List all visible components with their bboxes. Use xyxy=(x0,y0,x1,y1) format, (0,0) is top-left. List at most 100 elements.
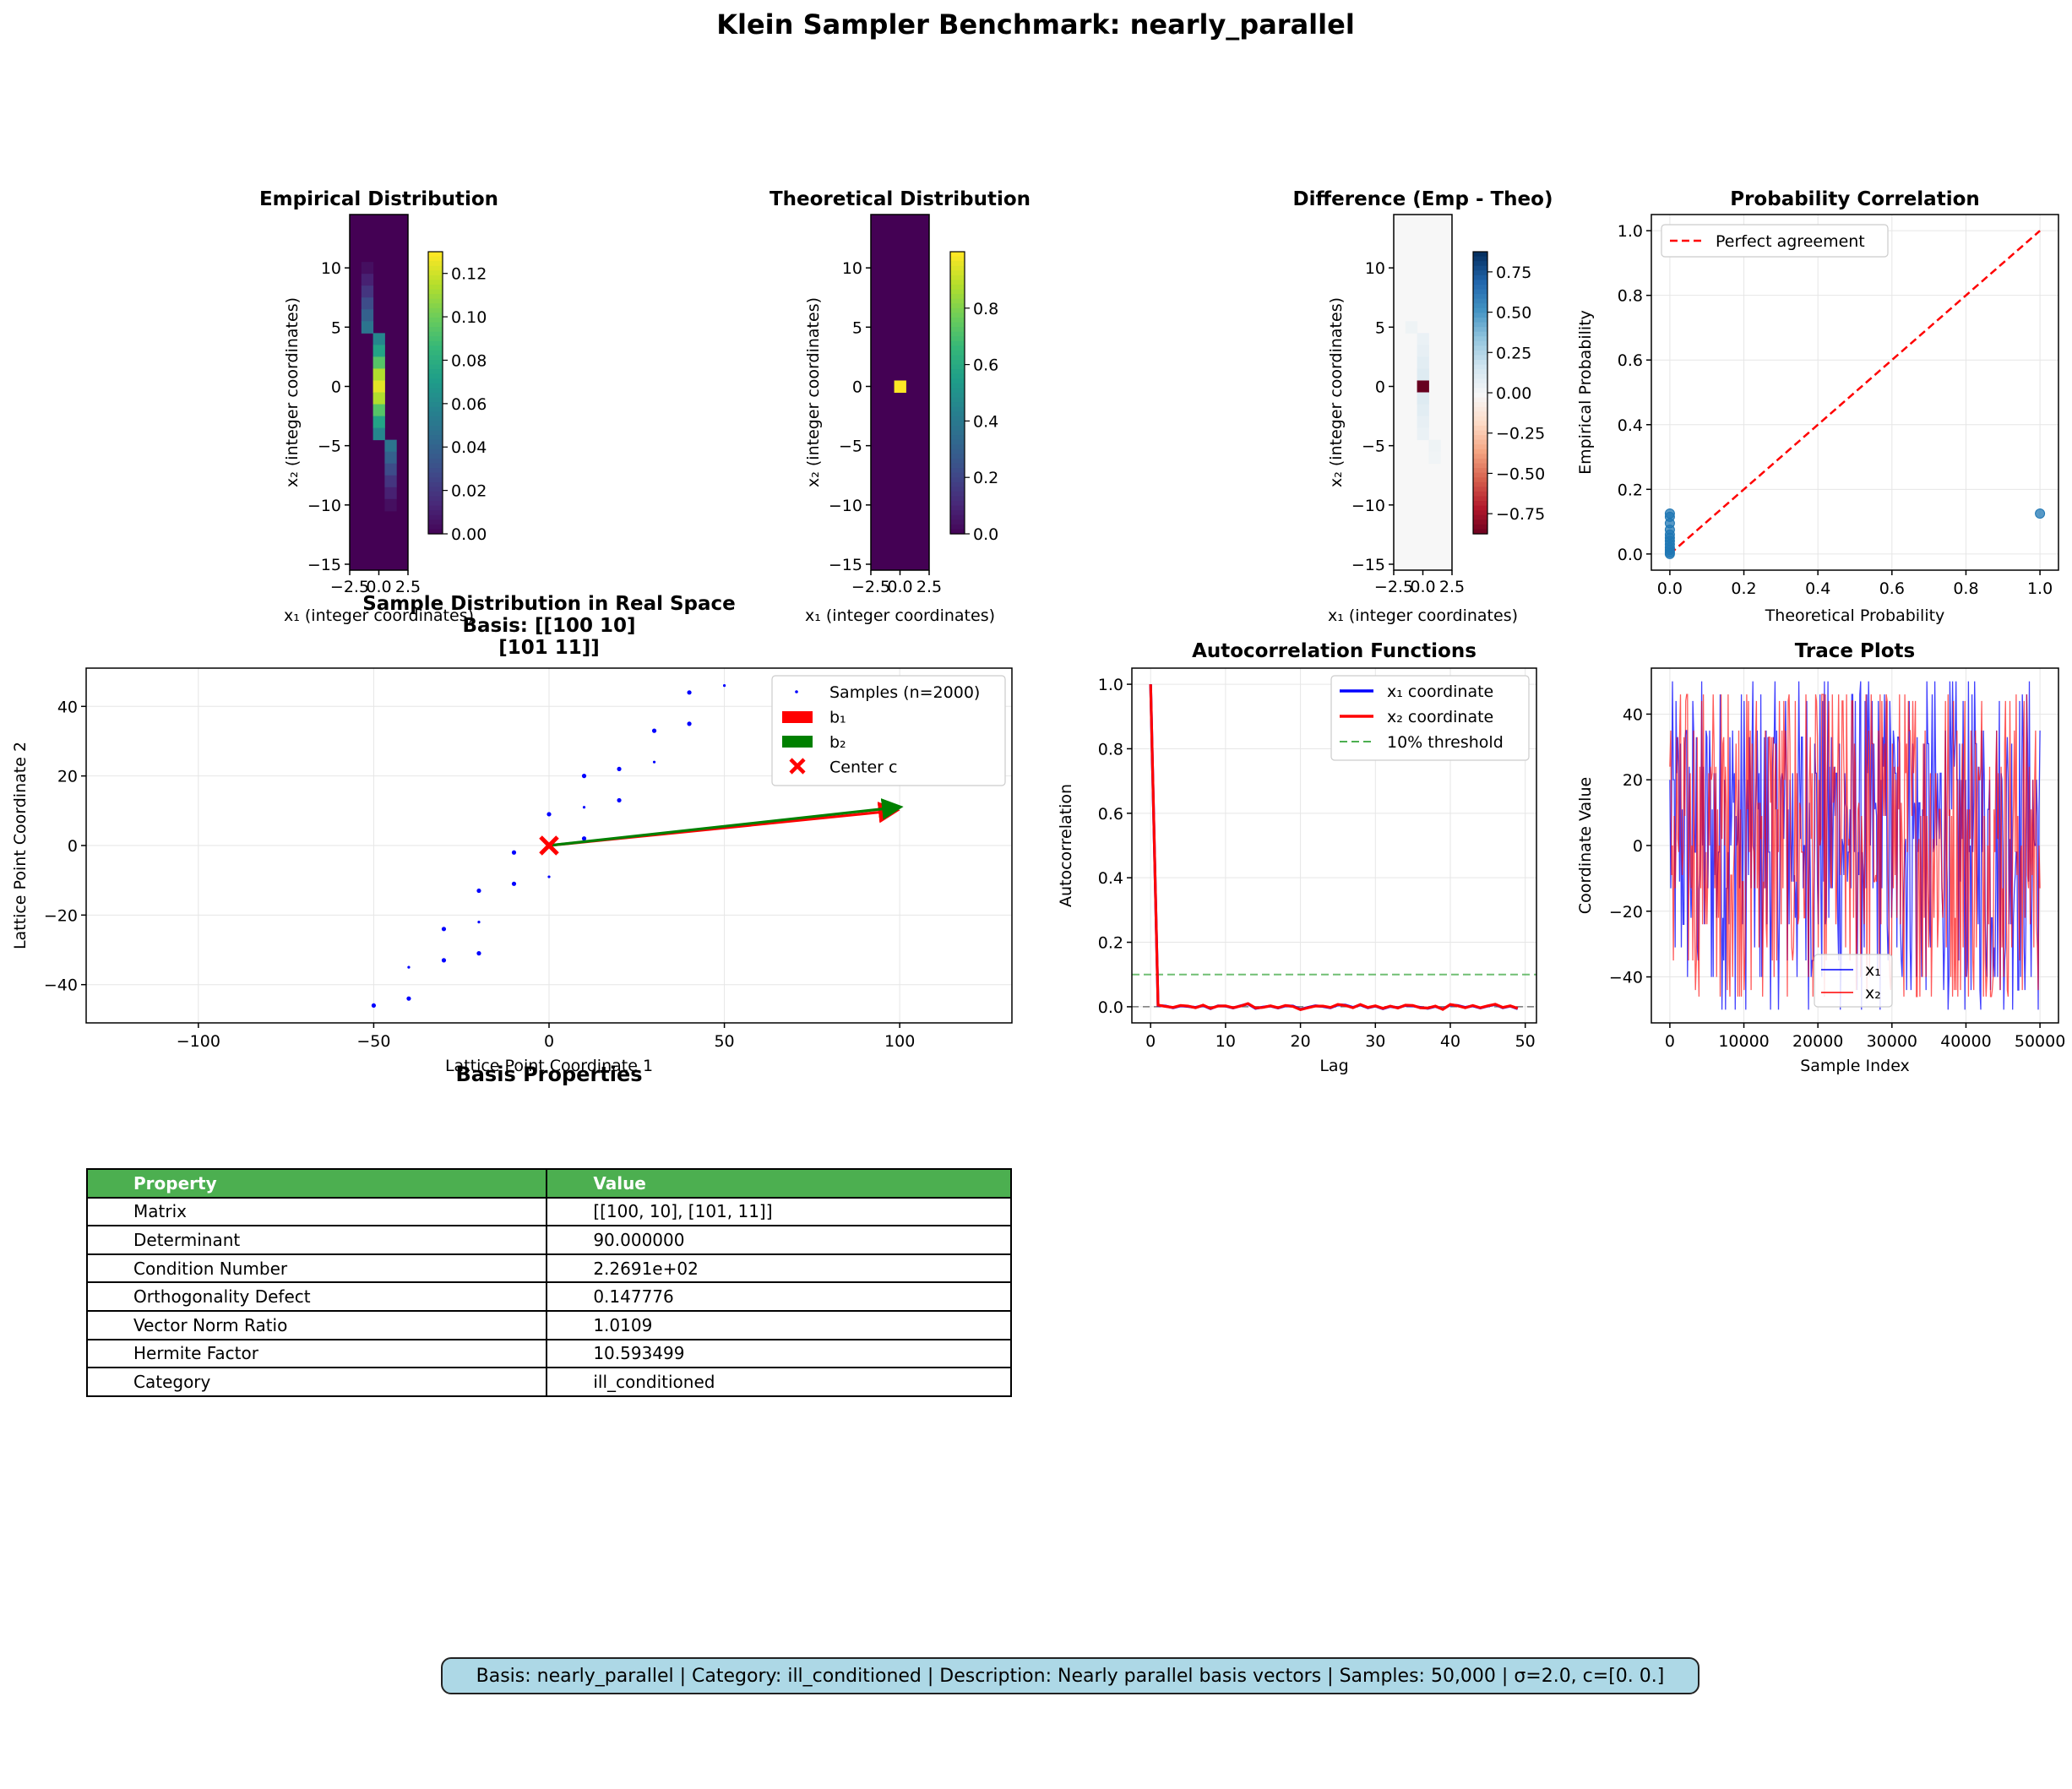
colorbar-segment xyxy=(1473,472,1487,478)
plot-frame xyxy=(85,667,1013,1024)
colorbar-segment xyxy=(950,280,965,285)
y-tick-label: 10 xyxy=(321,259,341,278)
colorbar-segment xyxy=(950,454,965,459)
colorbar-segment xyxy=(1473,369,1487,375)
colorbar-segment xyxy=(428,463,443,469)
x-tick-label: 0.2 xyxy=(1731,579,1756,598)
colorbar-segment xyxy=(428,369,443,375)
table-cell: ill_conditioned xyxy=(546,1367,1012,1397)
table-cell: Condition Number xyxy=(85,1253,548,1284)
colorbar-segment xyxy=(428,477,443,483)
y-tick-label: −15 xyxy=(307,556,341,574)
center-marker xyxy=(539,835,559,856)
colorbar-segment xyxy=(1473,364,1487,370)
colorbar-segment xyxy=(428,416,443,421)
colorbar-tick-label: 0.50 xyxy=(1496,304,1531,323)
colorbar-segment xyxy=(1473,355,1487,361)
colorbar-tick-label: 0.8 xyxy=(973,300,998,318)
colorbar-segment xyxy=(428,481,443,487)
table-cell: [[100, 10], [101, 11]] xyxy=(546,1196,1012,1227)
subplot-title: Autocorrelation Functions xyxy=(1192,640,1477,662)
colorbar-segment xyxy=(950,416,965,421)
subplot-title: Empirical Distribution xyxy=(259,188,498,210)
colorbar-segment xyxy=(1473,280,1487,285)
y-tick-label: 0 xyxy=(68,837,78,856)
colorbar-segment xyxy=(950,477,965,483)
colorbar-segment xyxy=(428,468,443,474)
x-tick-label: 0.8 xyxy=(1953,579,1978,598)
x-tick-label: 0.4 xyxy=(1805,579,1830,598)
colorbar-segment xyxy=(428,294,443,300)
colorbar-segment xyxy=(950,336,965,342)
colorbar-segment xyxy=(950,331,965,337)
colorbar-segment xyxy=(1473,406,1487,412)
colorbar-tick-label: 0.08 xyxy=(451,351,487,370)
colorbar-tick-label: −0.50 xyxy=(1496,465,1545,483)
colorbar-segment xyxy=(428,529,443,535)
colorbar-segment xyxy=(428,317,443,324)
colorbar-segment xyxy=(428,355,443,361)
heatmap-cell xyxy=(1417,356,1429,369)
colorbar-segment xyxy=(1473,307,1487,313)
plot-area xyxy=(1651,215,2058,570)
table-cell: 0.147776 xyxy=(546,1281,1012,1312)
colorbar-segment xyxy=(428,289,443,295)
y-tick-label: 10 xyxy=(842,259,862,278)
heatmap-cell xyxy=(1428,439,1441,453)
y-axis-label: x₂ (integer coordinates) xyxy=(1327,297,1346,487)
y-tick-label: −20 xyxy=(44,906,78,925)
sample-point xyxy=(652,760,656,764)
heatmap-cell xyxy=(384,498,397,512)
heatmap-cell xyxy=(373,416,385,429)
colorbar-segment xyxy=(1473,289,1487,295)
table-cell: Hermite Factor xyxy=(85,1338,548,1369)
colorbar-segment xyxy=(950,421,965,427)
colorbar-segment xyxy=(428,313,443,318)
colorbar-segment xyxy=(428,406,443,412)
colorbar-segment xyxy=(428,256,443,262)
y-axis-label: Coordinate Value xyxy=(1576,777,1595,914)
y-axis-label: x₂ (integer coordinates) xyxy=(804,297,823,487)
colorbar-segment xyxy=(1473,477,1487,483)
y-tick-label: −5 xyxy=(1362,438,1385,456)
colorbar-segment xyxy=(950,510,965,516)
colorbar-segment xyxy=(950,270,965,276)
colorbar-segment xyxy=(1473,505,1487,511)
colorbar-segment xyxy=(428,454,443,459)
colorbar-segment xyxy=(950,529,965,535)
sample-point xyxy=(406,996,411,1001)
legend-box xyxy=(771,675,1006,786)
heatmap-cell xyxy=(894,380,906,393)
colorbar-segment xyxy=(950,463,965,469)
colorbar-segment xyxy=(428,505,443,511)
colorbar-segment xyxy=(428,501,443,507)
y-tick-label: −40 xyxy=(44,976,78,995)
y-tick-label: 1.0 xyxy=(1098,676,1123,694)
colorbar-segment xyxy=(950,425,965,432)
colorbar-segment xyxy=(950,411,965,417)
colorbar-segment xyxy=(1473,439,1487,445)
colorbar-segment xyxy=(428,449,443,454)
y-axis-label: Empirical Probability xyxy=(1576,310,1595,475)
colorbar-segment xyxy=(1473,350,1487,356)
x-tick-label: 50 xyxy=(1515,1032,1536,1051)
colorbar-segment xyxy=(950,345,965,351)
y-tick-label: 5 xyxy=(852,318,862,337)
colorbar-segment xyxy=(950,519,965,525)
y-tick-label: 20 xyxy=(1623,771,1643,790)
colorbar-tick-label: 0.0 xyxy=(973,525,998,544)
x-axis-label: Lattice Point Coordinate 1 xyxy=(445,1057,653,1075)
scatter-point xyxy=(1664,548,1675,559)
colorbar-segment xyxy=(950,275,965,280)
heatmap-cell xyxy=(1417,345,1429,357)
table-cell: Vector Norm Ratio xyxy=(85,1309,548,1340)
colorbar-segment xyxy=(428,298,443,304)
legend-box xyxy=(1661,224,1889,258)
x-axis-label: Sample Index xyxy=(1800,1057,1910,1075)
heatmap-cell xyxy=(384,439,397,453)
heatmap-cell xyxy=(373,427,385,441)
colorbar-tick-label: 0.04 xyxy=(451,438,487,457)
colorbar-tick-label: 0.02 xyxy=(451,482,487,501)
x-tick-label: 0 xyxy=(1145,1032,1156,1051)
x-tick-label: 0 xyxy=(1665,1032,1675,1051)
